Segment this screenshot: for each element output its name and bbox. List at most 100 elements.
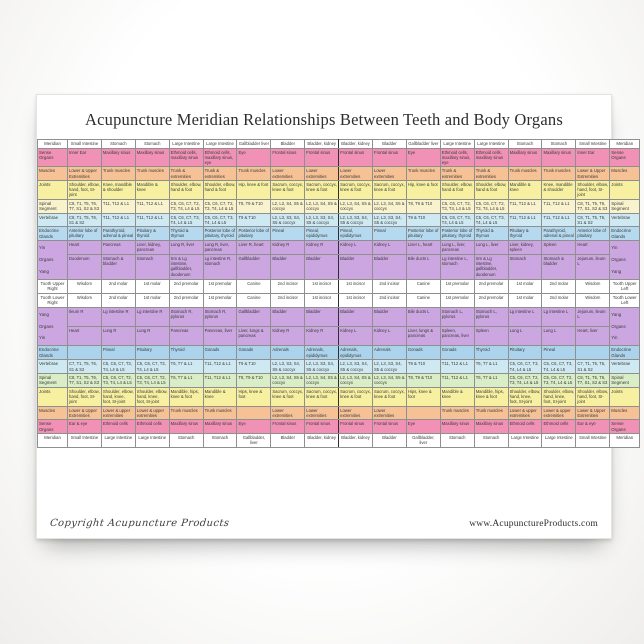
table-cell: Frontal sinus: [270, 419, 306, 435]
table-cell: Lung L, liver: [473, 240, 509, 255]
table-cell: 2nd premolar: [168, 292, 204, 308]
table-row-yin-organs-lower: Heart Lung R Lung R Pancreas Pancreas, liver…: [37, 325, 640, 347]
table-cell: C5, C6, C7, T2, T3, T4, L4 & L5: [541, 372, 577, 388]
table-cell: Inner Ear: [67, 147, 102, 168]
table-cell: Stomach: [100, 139, 136, 149]
table-cell: Pineal, epididymus: [338, 226, 374, 241]
row-label-right: Vertebrae: [609, 212, 641, 227]
row-label-left: Meridian: [37, 139, 68, 149]
table-cell: Mandible & knee: [507, 179, 543, 200]
table-cell: Lower & upper extremities: [100, 405, 136, 421]
table-cell: Jejunum, ileum L: [575, 253, 611, 280]
row-label-left: Vertebrae: [37, 359, 68, 374]
table-cell: Shoulder, elbow, hand & foot: [168, 179, 204, 200]
row-label-left: Sense Organs: [37, 147, 68, 168]
row-label-left: Muscles: [37, 405, 68, 421]
table-cell: Thyroid: [168, 345, 204, 361]
row-label-right: Muscles: [609, 405, 641, 421]
table-cell: Eye: [405, 147, 441, 168]
table-cell: [405, 405, 441, 421]
table-cell: Shoulder, elbow, hand, foot, SI-joint: [575, 386, 611, 407]
row-label-left: Muscles: [37, 166, 68, 181]
table-cell: C5, C6, C7, T3, T4, L4 & L5: [439, 212, 475, 227]
table-cell: Lower & Upper Extremities: [67, 166, 102, 181]
table-row-muscles-upper: Muscles Lower & Upper Extremities Trunk mu…: [37, 166, 641, 181]
table-cell: Mandible, hips, knee & foot: [168, 386, 204, 407]
table-cell: [236, 405, 272, 421]
table-cell: Ethmoid cells, maxillary sinus: [168, 147, 204, 168]
table-cell: T9 & T10: [236, 359, 272, 374]
table-cell: T11, T12 & L1: [507, 198, 543, 214]
table-cell: Heart: [67, 240, 102, 255]
row-label-right: Yin Organs Yang: [609, 240, 641, 280]
table-cell: Large Intestine: [202, 139, 238, 149]
copyright-text: Copyright Acupuncture Products: [49, 518, 230, 529]
table-cell: T8, T9 & T10: [405, 198, 441, 214]
table-cell: C5, C6, C7, T3, T4, L4 & L5: [202, 212, 238, 227]
table-cell: Canine: [405, 292, 441, 308]
table-cell: Lg intestine R: [100, 306, 136, 328]
table-cell: L2, L3, S4, S5 & coccyx: [372, 372, 407, 388]
table-cell: T8, T9 & T10: [405, 372, 441, 388]
table-cell: Sacrum, coccyx, knee & foot: [304, 386, 340, 407]
table-cell: Trunk & extremities: [439, 166, 475, 181]
table-cell: Gallbladder: [236, 306, 272, 328]
table-cell: Adrenals: [270, 345, 306, 361]
table-cell: Bladder: [372, 433, 407, 448]
table-cell: Heart: [67, 325, 102, 347]
table-cell: 1st molar: [507, 278, 543, 294]
row-label-right: Sense Organs: [609, 147, 641, 168]
table-cell: Stomach & bladder: [541, 253, 577, 280]
meridian-table: Meridian Small Intestine Stomach Stomach Lar…: [37, 139, 641, 448]
table-cell: Mandible & knee: [202, 386, 238, 407]
table-cell: Pituitary: [507, 345, 543, 361]
table-cell: Liver R, heart: [236, 240, 272, 255]
table-cell: C5, C6, C7, T3, T4, L4 & L5: [507, 359, 543, 374]
table-cell: Kidney R: [304, 325, 340, 347]
table-cell: Bile ducts L: [405, 306, 441, 328]
table-cell: Shoulder, elbow, hand, foot, SI-joint: [67, 386, 102, 407]
table-cell: L2, L3, S3, S4, S5 & coccyx: [338, 359, 374, 374]
row-label-left: Meridian: [37, 433, 68, 448]
page-title: Acupuncture Meridian Relationships Betwe…: [85, 110, 563, 129]
table-row-sense-organs-upper: Sense Organs Inner Ear Maxillary sinus Maxi…: [37, 147, 641, 168]
table-cell: Knee, mandible & shoulder: [541, 179, 577, 200]
table-cell: Kidney L: [338, 240, 374, 255]
table-cell: 2nd incisor: [372, 278, 407, 294]
table-cell: Pineal: [372, 226, 407, 241]
table-cell: Small Intestine: [67, 139, 102, 149]
table-cell: Lower extremities: [304, 405, 340, 421]
table-cell: 2nd molar: [100, 292, 136, 308]
table-cell: Large Intestine: [541, 433, 577, 448]
table-cell: Stomach L, pylorus: [439, 306, 475, 328]
table-cell: Trunk muscles: [168, 405, 204, 421]
table-cell: Wisdom: [575, 292, 611, 308]
table-cell: L2, L3, S4, S5 & coccyx: [304, 198, 340, 214]
table-cell: 1st incisor: [304, 278, 340, 294]
table-cell: Adrenals, epididymus: [304, 345, 340, 361]
table-cell: Sacrum, coccyx, knee & foot: [338, 386, 374, 407]
table-cell: Trunk & extremities: [202, 166, 238, 181]
table-cell: Anterior lobe of pituitary: [67, 226, 102, 241]
table-cell: Lower & upper extremities: [541, 405, 577, 421]
table-cell: Lg intestine R: [134, 306, 170, 328]
table-cell: Sacrum, coccyx, knee & foot: [372, 386, 407, 407]
table-cell: Hip, knee & foot: [405, 179, 441, 200]
table-cell: T11, T12 & L1: [541, 198, 577, 214]
table-row-yin-organs-upper: Yin Organs Yang Heart Pancreas Liver, kidne…: [37, 240, 641, 280]
table-cell: T9 & T10: [405, 359, 441, 374]
table-cell: Pineal: [541, 345, 577, 361]
table-cell: Lower & upper extremities: [134, 405, 170, 421]
table-cell: Shoulder, elbow, hand & foot: [202, 179, 238, 200]
table-cell: Bladder: [270, 139, 306, 149]
table-cell: Frontal sinus: [304, 147, 340, 168]
table-cell: Gonads: [236, 345, 272, 361]
table-cell: Small Intestine: [67, 433, 102, 448]
table-cell: C5, C6, C7, T3, T4, L4 & L5: [100, 359, 136, 374]
table-cell: Small Intestine: [575, 433, 611, 448]
row-label-left: Tooth Lower Right: [37, 292, 68, 308]
table-cell: 1st incisor: [338, 292, 374, 308]
table-cell: Lung L: [507, 325, 543, 347]
table-cell: Kidney L: [372, 240, 407, 255]
